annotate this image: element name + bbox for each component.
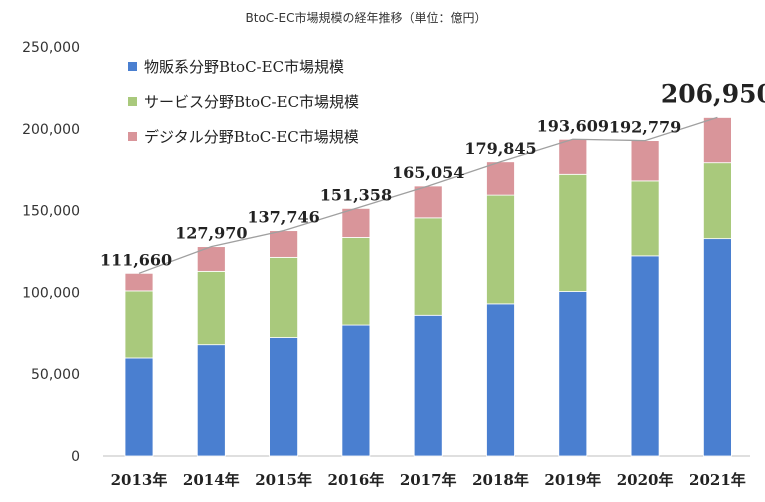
x-tick-label: 2018年 [472, 471, 529, 489]
bar-segment-series1 [124, 357, 154, 457]
x-tick-label: 2021年 [689, 471, 746, 489]
total-value-label: 111,660 [100, 250, 172, 269]
bar-segment-series3 [486, 161, 515, 196]
bar-segment-series1 [703, 238, 732, 457]
chart-title: BtoC-EC市場規模の経年推移（単位：億円） [246, 10, 487, 25]
bar-segment-series2 [124, 290, 154, 359]
total-value-label: 179,845 [464, 139, 536, 158]
bar-segment-series1 [558, 291, 588, 457]
bar-segment-series1 [341, 324, 371, 457]
legend-label: サービス分野BtoC-EC市場規模 [144, 93, 359, 111]
total-labels: 111,660127,970137,746151,358165,054179,8… [100, 79, 765, 269]
bar-segment-series2 [703, 162, 732, 240]
y-tick-label: 150,000 [22, 204, 80, 220]
legend-label: 物販系分野BtoC-EC市場規模 [144, 58, 344, 76]
total-line [138, 116, 718, 274]
x-tick-label: 2013年 [111, 471, 168, 489]
y-tick-label: 50,000 [31, 367, 80, 383]
total-trend-line [138, 116, 718, 274]
x-tick-label: 2020年 [617, 471, 674, 489]
bar-segment-series3 [630, 140, 660, 182]
bar-segment-series3 [413, 185, 443, 219]
bar-segment-series1 [486, 303, 515, 457]
bar-segment-series2 [558, 173, 588, 292]
y-tick-label: 250,000 [22, 40, 80, 56]
bar-segment-series3 [703, 117, 732, 164]
x-axis: 2013年 2014年 2015年 2016年 2017年 2018年 2019年 2020年… [111, 471, 746, 489]
total-value-label: 192,779 [609, 118, 681, 137]
x-tick-label: 2019年 [544, 471, 601, 489]
bar-segment-series3 [558, 138, 588, 175]
legend-swatch [128, 97, 137, 106]
total-value-label: 151,358 [320, 185, 392, 204]
y-tick-label: 100,000 [22, 285, 80, 301]
legend-swatch [128, 62, 137, 71]
total-value-label: 127,970 [175, 224, 247, 243]
total-value-label: 193,609 [537, 116, 609, 135]
total-value-label: 165,054 [392, 163, 464, 182]
bar-segment-series1 [413, 314, 443, 457]
bar-segment-series2 [630, 180, 660, 257]
y-tick-label: 200,000 [22, 122, 80, 138]
bar-segment-series2 [269, 256, 299, 338]
legend: 物販系分野BtoC-EC市場規模サービス分野BtoC-EC市場規模デジタル分野B… [128, 58, 359, 146]
legend-swatch [128, 132, 137, 141]
legend-label: デジタル分野BtoC-EC市場規模 [144, 128, 359, 146]
bar-segment-series2 [413, 217, 443, 316]
bar-segment-series2 [341, 237, 371, 326]
bar-segment-series2 [486, 194, 515, 305]
total-value-label: 137,746 [247, 208, 319, 227]
bars [124, 117, 732, 457]
total-value-label: 206,950 [661, 79, 765, 108]
bar-segment-series1 [269, 337, 299, 457]
y-axis: 0 50,000 100,000 150,000 200,000 250,000 [22, 40, 80, 465]
x-tick-label: 2017年 [400, 471, 457, 489]
bar-segment-series3 [341, 207, 371, 238]
y-tick-label: 0 [71, 449, 80, 465]
x-tick-label: 2014年 [183, 471, 240, 489]
x-tick-label: 2015年 [255, 471, 312, 489]
bar-segment-series2 [196, 270, 226, 346]
bar-segment-series1 [630, 255, 660, 457]
bar-segment-series3 [124, 272, 154, 292]
x-tick-label: 2016年 [328, 471, 385, 489]
bar-segment-series3 [269, 230, 299, 258]
bar-segment-series1 [196, 344, 226, 457]
